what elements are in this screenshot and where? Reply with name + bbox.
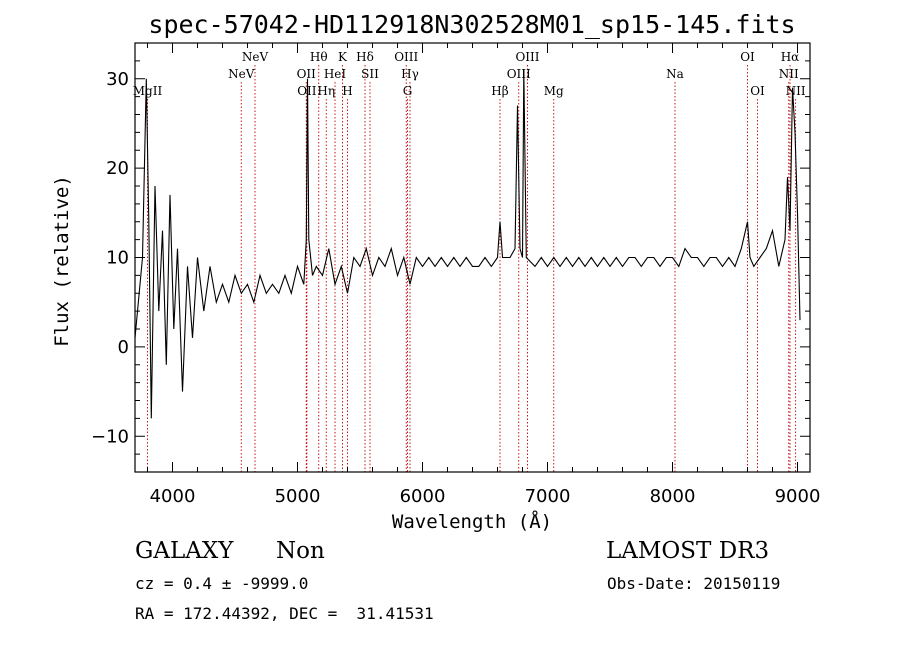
- spectral-line-label: HeI: [324, 67, 347, 81]
- y-tick-label: 30: [106, 69, 129, 90]
- redshift-info: cz = 0.4 ± -9999.0: [135, 574, 309, 593]
- chart-title: spec-57042-HD112918N302528M01_sp15-145.f…: [148, 10, 795, 39]
- spectral-line-label: NeV: [228, 67, 255, 81]
- y-tick-label: 0: [118, 337, 129, 358]
- spectrum-series-line: [134, 69, 801, 419]
- spectral-line-label: OIII: [515, 50, 539, 64]
- spectral-line-label: Hα: [781, 50, 800, 64]
- y-axis-ticks: −10 0 10 20 30: [91, 60, 810, 455]
- spectral-line-label: H: [342, 84, 352, 98]
- x-tick-label: 9000: [775, 486, 821, 507]
- object-class: GALAXY: [135, 538, 234, 564]
- spectral-line-label: OIII: [507, 67, 531, 81]
- spectral-line-label: OII: [297, 67, 317, 81]
- spectral-line-label: G: [403, 84, 413, 98]
- spectral-line-label: Hβ: [491, 84, 508, 98]
- y-tick-label: −10: [91, 426, 129, 447]
- plot-frame: [134, 42, 811, 473]
- spectral-line-label: Na: [666, 67, 684, 81]
- spectral-line-label: Hθ: [310, 50, 328, 64]
- spectral-line-markers: [147, 65, 797, 472]
- spectral-line-label: OI: [740, 50, 755, 64]
- spectral-line-label: MgII: [133, 84, 163, 98]
- y-tick-label: 20: [106, 158, 129, 179]
- x-tick-label: 5000: [275, 486, 321, 507]
- x-tick-label: 7000: [525, 486, 571, 507]
- spectral-line-label: SII: [361, 67, 379, 81]
- coordinates-info: RA = 172.44392, DEC = 31.41531: [135, 604, 434, 623]
- x-axis-ticks: 4000 5000 6000 7000 8000 9000: [147, 43, 821, 507]
- object-subclass: Non: [276, 538, 325, 564]
- y-axis-label: Flux (relative): [51, 175, 73, 347]
- x-tick-label: 4000: [150, 486, 196, 507]
- spectral-line-label: NII: [786, 84, 806, 98]
- spectral-line-label: Hη: [317, 84, 335, 98]
- spectral-line-label: OIII: [394, 50, 418, 64]
- observation-date: Obs-Date: 20150119: [607, 574, 781, 593]
- spectral-line-label: NeV: [242, 50, 269, 64]
- spectral-line-label: Hγ: [401, 67, 419, 81]
- spectral-line-label: Hδ: [356, 50, 374, 64]
- y-tick-label: 10: [106, 248, 129, 269]
- x-axis-label: Wavelength (Å): [392, 510, 552, 533]
- x-tick-label: 6000: [400, 486, 446, 507]
- spectral-line-label: NII: [779, 67, 799, 81]
- x-tick-label: 8000: [650, 486, 696, 507]
- spectral-line-label: Mg: [544, 84, 564, 98]
- spectral-line-label: OI: [750, 84, 765, 98]
- spectral-line-label: K: [338, 50, 348, 64]
- survey-name: LAMOST DR3: [606, 538, 770, 564]
